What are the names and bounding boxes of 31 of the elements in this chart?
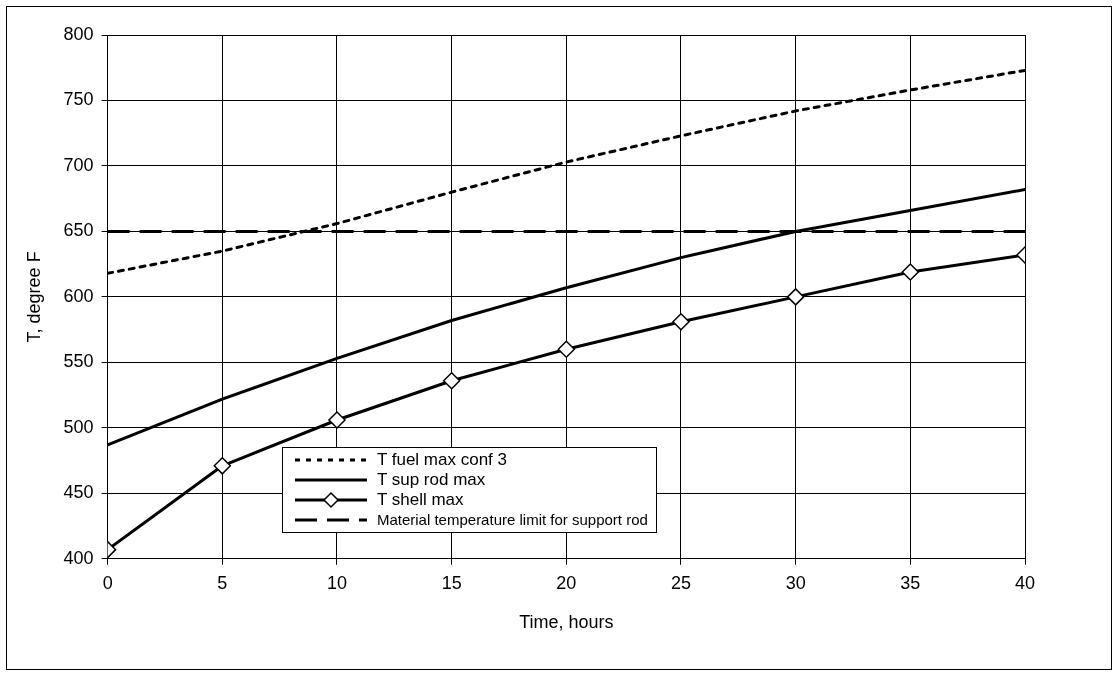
point <box>328 411 346 429</box>
y-tick-label: 450 <box>63 482 94 503</box>
x-tick-label: 30 <box>785 572 806 593</box>
y-tick-label: 550 <box>63 351 94 372</box>
x-axis-title: Time, hours <box>519 612 614 633</box>
point <box>672 313 690 331</box>
y-tick-label: 750 <box>63 89 94 110</box>
x-tick-label: 35 <box>900 572 921 593</box>
legend-label: T shell max <box>376 489 464 510</box>
legend-label: T fuel max conf 3 <box>376 449 508 470</box>
point <box>557 340 576 359</box>
point <box>213 457 232 475</box>
x-tick-label: 20 <box>556 572 577 593</box>
x-tick-label: 25 <box>670 572 691 593</box>
x-tick-label: 0 <box>102 572 113 593</box>
point <box>901 263 920 281</box>
x-tick-label: 5 <box>217 572 228 593</box>
legend-label: Material temperature limit for support rod <box>376 509 648 530</box>
y-axis-title: T, degree F <box>23 251 44 343</box>
y-tick-label: 800 <box>63 23 94 44</box>
point <box>786 288 805 306</box>
x-tick-label: 40 <box>1014 572 1036 593</box>
y-tick-label: 600 <box>63 285 94 306</box>
y-tick-label: 400 <box>63 547 94 568</box>
y-tick-label: 650 <box>63 220 94 241</box>
legend-label: T sup rod max <box>376 469 486 490</box>
x-tick-label: 10 <box>326 572 347 593</box>
x-tick-label: 15 <box>441 572 462 593</box>
point <box>442 371 461 390</box>
y-tick-label: 500 <box>63 416 94 437</box>
y-tick-label: 700 <box>63 154 94 175</box>
